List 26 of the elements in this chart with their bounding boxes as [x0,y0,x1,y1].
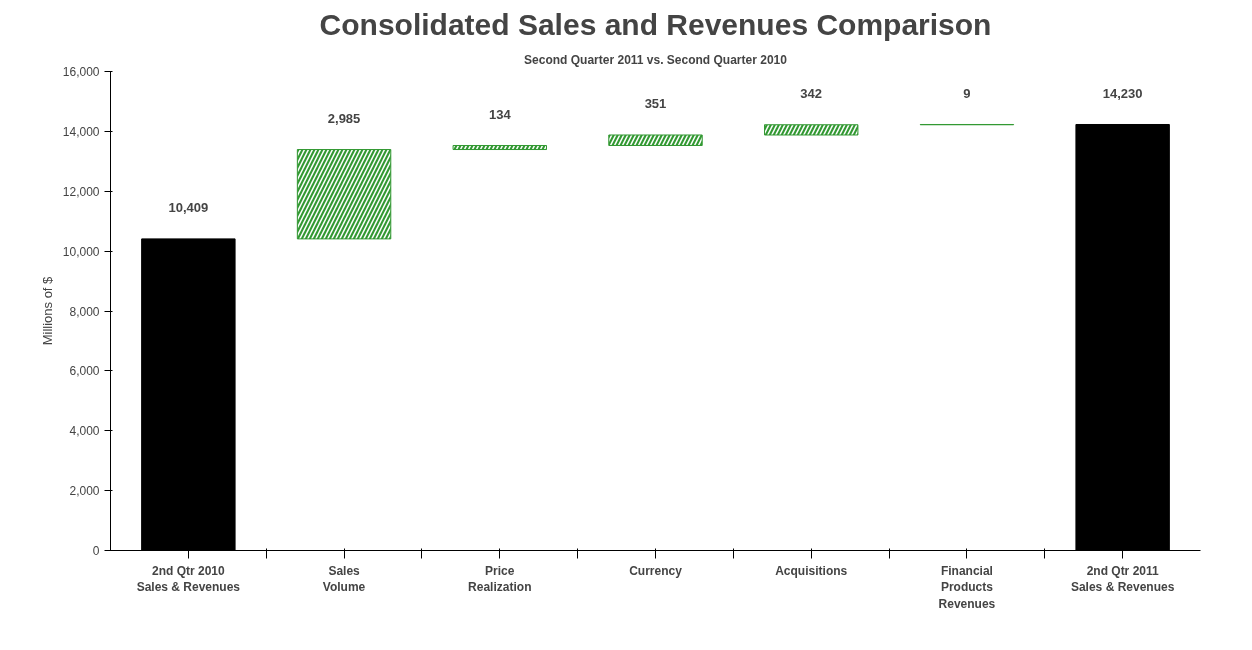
x-tick-label: Financial Products Revenues [938,563,996,612]
data-label: 10,409 [168,199,209,215]
x-tick-label: Acquisitions [775,563,848,578]
y-tick-label: 8,000 [69,304,100,319]
data-label: 342 [800,85,823,101]
x-tick-label: 2nd Qtr 2010 Sales & Revenues [136,563,241,595]
x-tick-label: Price Realization [468,563,532,595]
chart-subtitle: Second Quarter 2011 vs. Second Quarter 2010 [524,52,788,67]
data-label: 14,230 [1102,85,1143,101]
data-label: 9 [963,85,971,101]
y-tick-label: 14,000 [62,124,100,139]
y-tick-label: 0 [92,544,100,558]
data-label: 134 [488,106,512,122]
y-axis-title: Millions of $ [39,275,55,346]
chart-title: Consolidated Sales and Revenues Comparison [319,7,992,41]
y-tick-label: 2,000 [69,484,100,499]
x-tick-label: 2nd Qtr 2011 Sales & Revenues [1070,563,1175,595]
x-tick-label: Currency [629,563,683,578]
y-tick-label: 4,000 [69,424,100,439]
y-tick-label: 10,000 [62,244,100,259]
y-tick-label: 12,000 [62,184,100,199]
y-tick-label: 6,000 [69,364,100,379]
data-label: 351 [644,96,667,112]
x-tick-label: Sales Volume [322,563,366,595]
data-label: 2,985 [327,110,361,126]
y-tick-label: 16,000 [62,65,100,79]
